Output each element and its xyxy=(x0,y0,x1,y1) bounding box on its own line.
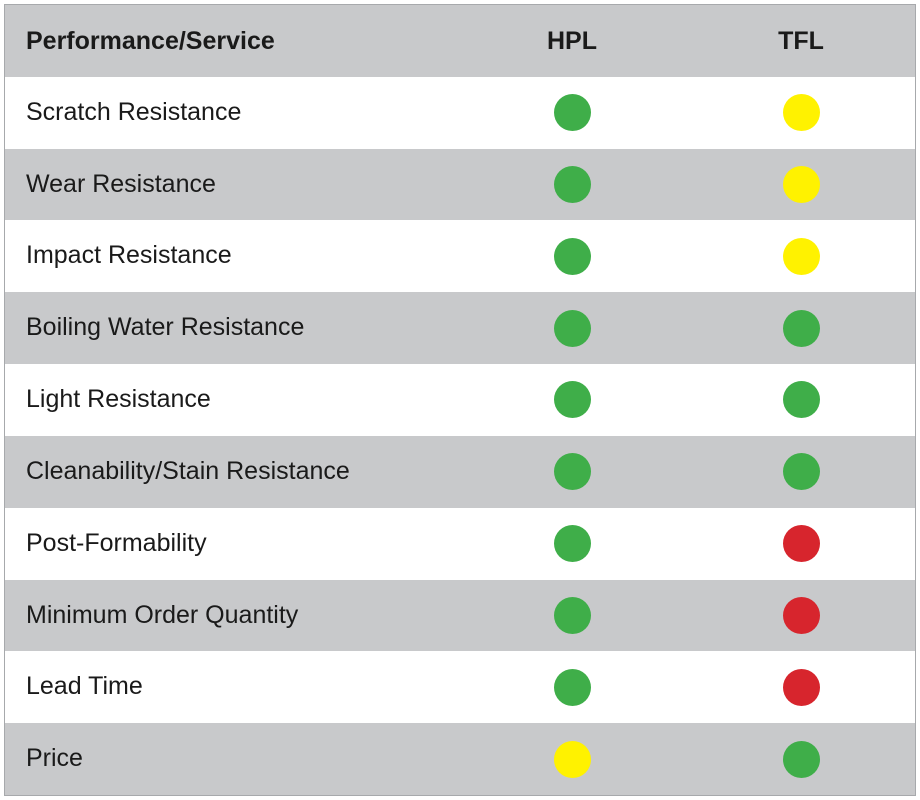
rating-dot xyxy=(553,237,591,275)
rating-dot xyxy=(782,453,820,491)
rating-dot xyxy=(553,166,591,204)
rating-dot xyxy=(553,596,591,634)
header-cell: HPL xyxy=(547,27,597,55)
row-label: Wear Resistance xyxy=(26,169,216,198)
row-label: Price xyxy=(26,744,83,773)
table-row: Scratch Resistance xyxy=(5,77,915,149)
rating-dot xyxy=(553,525,591,563)
rating-dot xyxy=(553,309,591,347)
table-row: Light Resistance xyxy=(5,364,915,436)
row-label: Lead Time xyxy=(26,672,143,701)
header-row: Performance/Service HPL TFL xyxy=(5,5,915,77)
table-row: Impact Resistance xyxy=(5,220,915,292)
rating-dot xyxy=(553,668,591,706)
table-row: Lead Time xyxy=(5,651,915,723)
rating-dot xyxy=(782,525,820,563)
row-label: Minimum Order Quantity xyxy=(26,600,299,629)
table-row: Cleanability/Stain Resistance xyxy=(5,435,915,508)
rating-dot xyxy=(553,740,591,778)
row-label: Boiling Water Resistance xyxy=(26,313,305,342)
row-label: Light Resistance xyxy=(26,385,211,414)
header-cell: TFL xyxy=(778,27,824,55)
table-row: Boiling Water Resistance xyxy=(5,292,915,365)
row-label: Cleanability/Stain Resistance xyxy=(26,456,350,485)
rating-dot xyxy=(782,740,820,778)
rating-dot xyxy=(782,94,820,132)
rating-dot xyxy=(553,381,591,419)
rating-dot xyxy=(782,237,820,275)
rating-dot xyxy=(782,166,820,204)
rating-dot xyxy=(782,309,820,347)
rating-dot xyxy=(782,668,820,706)
rating-dot xyxy=(782,381,820,419)
row-label: Post-Formability xyxy=(26,528,207,557)
table-row: Price xyxy=(5,723,915,795)
row-label: Scratch Resistance xyxy=(26,97,242,126)
comparison-table: Performance/Service HPL TFL Scratch Resi… xyxy=(4,4,916,796)
rating-dot xyxy=(553,453,591,491)
rating-dot xyxy=(553,94,591,132)
table-row: Wear Resistance xyxy=(5,148,915,221)
rating-dot xyxy=(782,596,820,634)
header-cell: Performance/Service xyxy=(26,27,275,55)
table-row: Post-Formability xyxy=(5,508,915,580)
table-row: Minimum Order Quantity xyxy=(5,579,915,652)
row-label: Impact Resistance xyxy=(26,241,232,270)
